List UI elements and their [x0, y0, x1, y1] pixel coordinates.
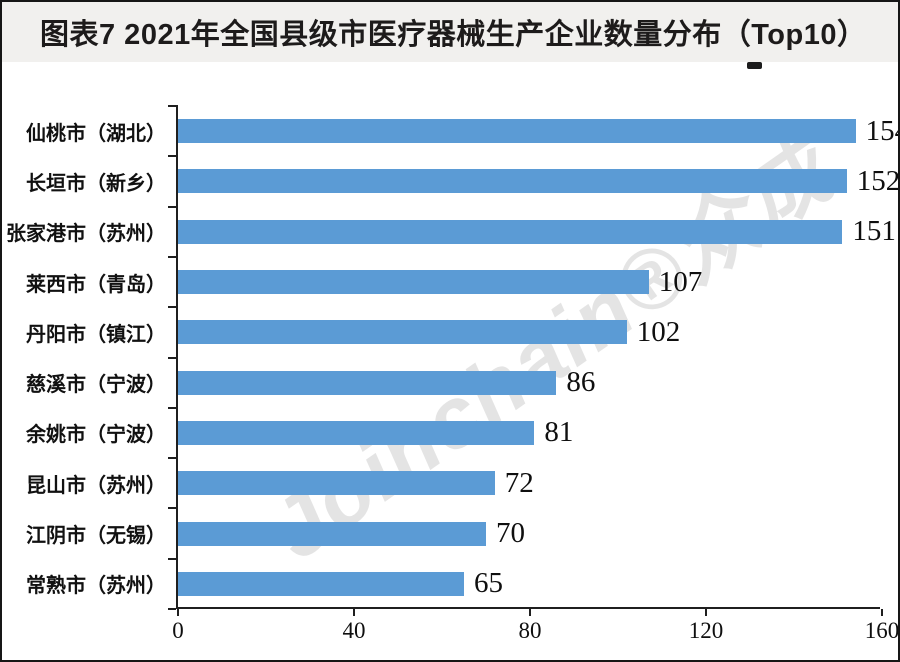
category-label: 昆山市（苏州） [26, 474, 166, 497]
category-label: 慈溪市（宁波） [26, 374, 166, 397]
value-label: 152 [856, 164, 900, 197]
x-tick-label: 40 [342, 618, 366, 643]
x-axis-line [176, 607, 880, 609]
value-label: 70 [496, 517, 525, 550]
title-bar: 图表7 2021年全国县级市医疗器械生产企业数量分布（Top10） [2, 2, 898, 62]
y-tick-mark [168, 306, 176, 309]
value-label: 81 [544, 416, 574, 449]
bar [178, 119, 856, 144]
category-label: 常熟市（苏州） [26, 575, 166, 598]
x-tick-label: 160 [864, 618, 900, 643]
bar [178, 471, 495, 496]
bar [178, 571, 464, 596]
y-tick-mark [168, 557, 176, 560]
y-tick-mark [168, 507, 176, 510]
x-tick-label: 80 [518, 618, 542, 643]
category-label: 余姚市（宁波） [26, 424, 166, 447]
category-label: 江阴市（无锡） [26, 525, 166, 548]
x-tick-mark [177, 609, 179, 616]
y-tick-mark [168, 205, 176, 208]
value-label: 154 [865, 114, 898, 147]
x-tick-mark [705, 609, 707, 616]
y-tick-mark [168, 255, 176, 258]
bar [178, 219, 843, 244]
x-tick-mark [881, 609, 883, 616]
value-label: 102 [636, 315, 681, 348]
chart-title: 图表7 2021年全国县级市医疗器械生产企业数量分布（Top10） [40, 19, 867, 51]
x-tick-mark [353, 609, 355, 616]
value-label: 65 [474, 567, 503, 600]
x-tick-label: 0 [172, 618, 184, 643]
category-label: 张家港市（苏州） [6, 223, 166, 246]
y-tick-mark [168, 457, 176, 460]
value-label: 151 [852, 215, 896, 248]
value-label: 72 [504, 466, 534, 499]
y-tick-mark [168, 356, 176, 359]
bar [178, 370, 557, 395]
bar [178, 521, 486, 546]
category-label: 长垣市（新乡） [26, 172, 166, 195]
category-label: 丹阳市（镇江） [26, 323, 166, 346]
bar [178, 270, 649, 295]
bar [178, 169, 847, 194]
y-tick-mark [168, 406, 176, 409]
value-label: 86 [566, 366, 596, 399]
y-tick-mark [168, 155, 176, 158]
value-label: 107 [658, 265, 703, 298]
category-label: 仙桃市（湖北） [26, 122, 166, 145]
x-tick-mark [529, 609, 531, 616]
y-axis-line [176, 105, 178, 609]
bar [178, 320, 627, 345]
category-label: 莱西市（青岛） [26, 273, 166, 296]
y-tick-mark [168, 608, 176, 610]
stray-mark [747, 62, 762, 69]
x-tick-label: 120 [688, 618, 724, 643]
bar [178, 420, 535, 445]
y-tick-mark [168, 105, 176, 107]
